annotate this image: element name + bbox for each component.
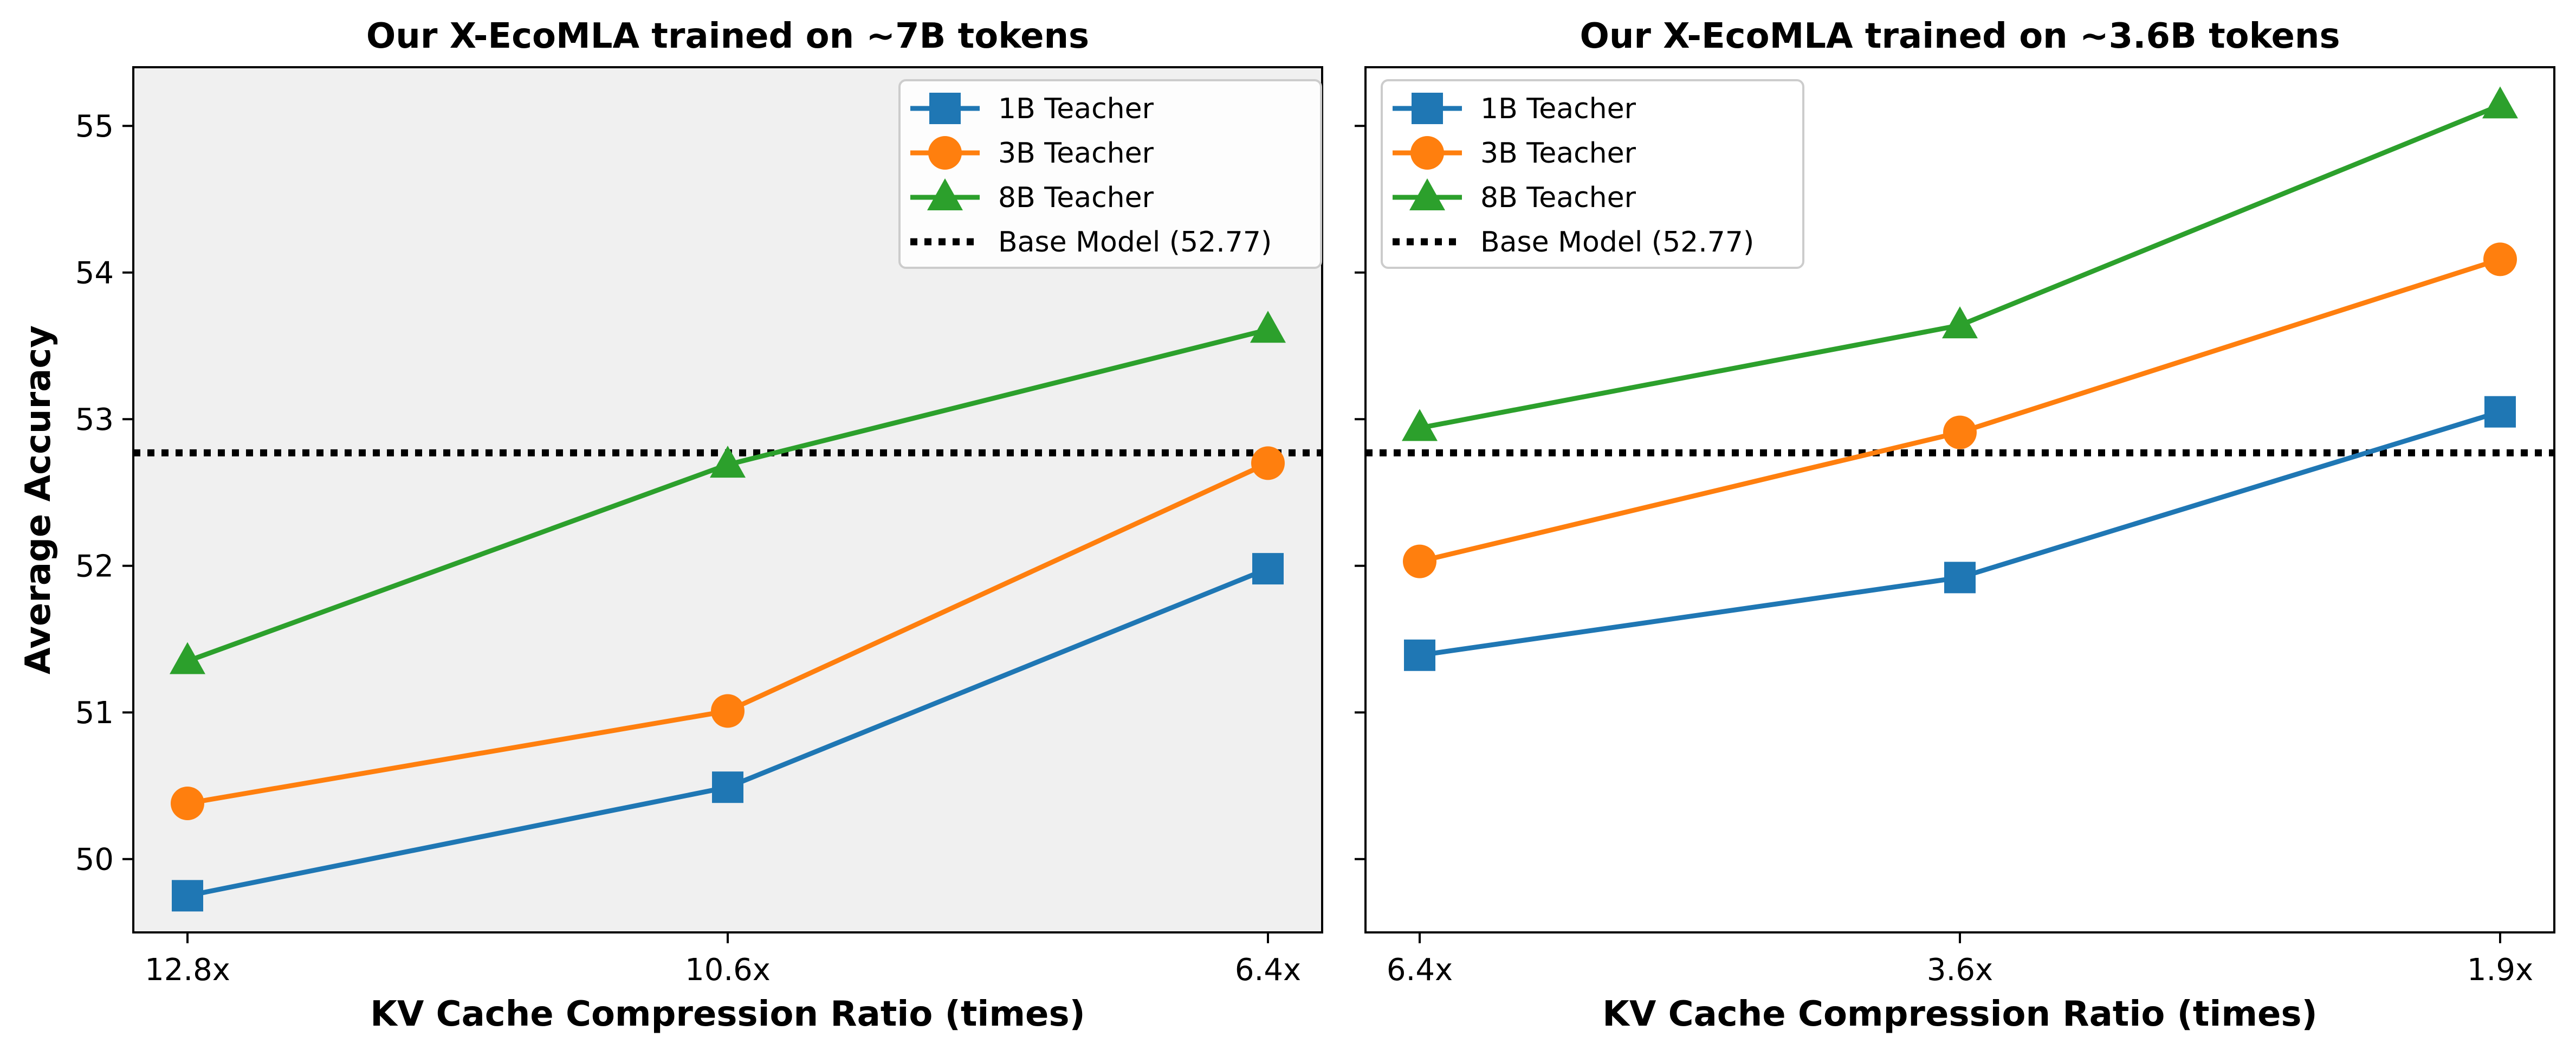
data-point-1b-teacher-2 <box>712 771 743 803</box>
legend-marker <box>1409 178 1445 210</box>
data-point-8b-teacher-3 <box>2482 86 2518 119</box>
x-tick-label: 3.6x <box>1927 952 1993 988</box>
chart-title: Our X-EcoMLA trained on ~7B tokens <box>366 16 1089 56</box>
data-point-8b-teacher-1 <box>1402 409 1438 441</box>
legend-label: Base Model (52.77) <box>1480 226 1754 259</box>
legend-label: 8B Teacher <box>1480 182 1636 214</box>
y-tick-label: 54 <box>75 256 114 291</box>
x-axis-label: KV Cache Compression Ratio (times) <box>370 994 1085 1034</box>
x-tick-label: 12.8x <box>145 952 230 988</box>
legend-label: 3B Teacher <box>998 137 1154 170</box>
data-point-1b-teacher-3 <box>2484 396 2516 428</box>
x-tick-label: 6.4x <box>1235 952 1301 988</box>
x-axis-label: KV Cache Compression Ratio (times) <box>1602 994 2318 1034</box>
legend: 1B Teacher 3B Teacher 8B Teacher Base Model… <box>898 79 1322 269</box>
data-point-8b-teacher-1 <box>170 642 205 674</box>
data-point-1b-teacher-2 <box>1944 562 1976 594</box>
y-tick-label: 51 <box>75 696 114 731</box>
y-tick-label: 53 <box>75 402 114 437</box>
y-axis-label: Average Accuracy <box>18 325 59 674</box>
data-point-3b-teacher-2 <box>1943 415 1977 449</box>
x-tick-label: 1.9x <box>2467 952 2533 988</box>
x-tick-label: 10.6x <box>685 952 771 988</box>
data-point-3b-teacher-3 <box>1251 446 1285 480</box>
chart-panel-2: 6.4x 3.6x 1.9x Our X-EcoMLA trained on ~3.6… <box>1355 16 2555 1034</box>
legend-marker <box>1412 93 1443 124</box>
y-tick-label: 52 <box>75 549 114 584</box>
data-point-1b-teacher-3 <box>1252 553 1284 585</box>
data-point-8b-teacher-3 <box>1250 311 1286 343</box>
chart-panel-1: 50 51 52 53 54 55 12.8x 10.6x 6.4x Our X-EcoMLA t… <box>18 16 1323 1034</box>
data-point-1b-teacher-1 <box>1404 639 1435 671</box>
legend-label: 1B Teacher <box>1480 93 1636 125</box>
legend-label: 1B Teacher <box>998 93 1154 125</box>
legend-box <box>898 79 1322 269</box>
legend-box <box>1381 79 1804 269</box>
legend-marker <box>929 93 961 124</box>
y-tick-label: 55 <box>75 109 114 144</box>
data-point-3b-teacher-3 <box>2483 242 2517 276</box>
chart-title: Our X-EcoMLA trained on ~3.6B tokens <box>1580 16 2340 56</box>
legend-label: 8B Teacher <box>998 182 1154 214</box>
data-point-3b-teacher-2 <box>711 694 745 728</box>
data-point-8b-teacher-2 <box>710 446 746 478</box>
legend: 1B Teacher 3B Teacher 8B Teacher Base Model… <box>1381 79 1804 269</box>
legend-label: 3B Teacher <box>1480 137 1636 170</box>
data-point-3b-teacher-1 <box>1403 544 1436 578</box>
data-point-8b-teacher-2 <box>1942 306 1978 339</box>
legend-marker <box>928 136 962 170</box>
legend-marker <box>1410 136 1444 170</box>
legend-label: Base Model (52.77) <box>998 226 1272 259</box>
legend-marker <box>927 178 963 210</box>
data-point-3b-teacher-1 <box>171 786 204 820</box>
data-point-1b-teacher-1 <box>172 880 203 912</box>
y-tick-label: 50 <box>75 842 114 878</box>
x-tick-label: 6.4x <box>1387 952 1453 988</box>
